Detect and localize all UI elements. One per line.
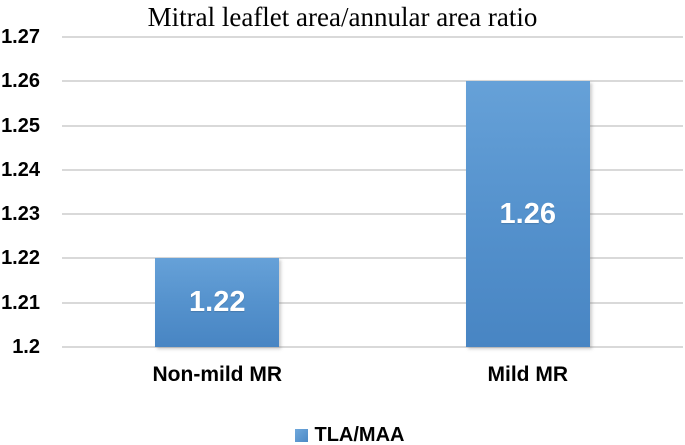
x-tick-label-non-mild-mr: Non-mild MR	[152, 363, 282, 386]
bar-mild-mr: 1.26	[465, 81, 590, 347]
legend-series-label: TLA/MAA	[314, 424, 405, 445]
gridline-1.26	[62, 80, 683, 83]
gridline-1.21	[62, 301, 683, 304]
y-tick-label-1.27: 1.27	[1, 26, 40, 48]
y-tick-label-1.21: 1.21	[1, 291, 40, 314]
gridline-1.22	[62, 257, 683, 260]
bar-non-mild-mr: 1.22	[155, 258, 280, 347]
y-tick-label-1.22: 1.22	[1, 247, 40, 270]
y-tick-label-1.23: 1.23	[1, 203, 40, 226]
y-tick-label-1.25: 1.25	[1, 114, 40, 137]
legend-entry: TLA/MAA	[294, 424, 405, 445]
chart-title: Mitral leaflet area/annular area ratio	[147, 2, 538, 32]
gridline-1.24	[62, 168, 683, 171]
y-tick-label-1.24: 1.24	[1, 158, 40, 181]
gridline-1.27	[62, 36, 683, 38]
y-tick-label-1.2: 1.2	[12, 336, 40, 358]
bar-data-label-mild-mr: 1.26	[499, 197, 556, 230]
y-tick-label-1.26: 1.26	[1, 70, 40, 93]
bar-data-label-non-mild-mr: 1.22	[189, 286, 246, 319]
x-tick-label-mild-mr: Mild MR	[487, 363, 568, 386]
legend: TLA/MAA	[0, 424, 685, 445]
gridline-1.25	[62, 124, 683, 127]
gridline-1.23	[62, 213, 683, 216]
legend-color-swatch	[294, 429, 308, 442]
gridline-1.2	[62, 346, 683, 348]
